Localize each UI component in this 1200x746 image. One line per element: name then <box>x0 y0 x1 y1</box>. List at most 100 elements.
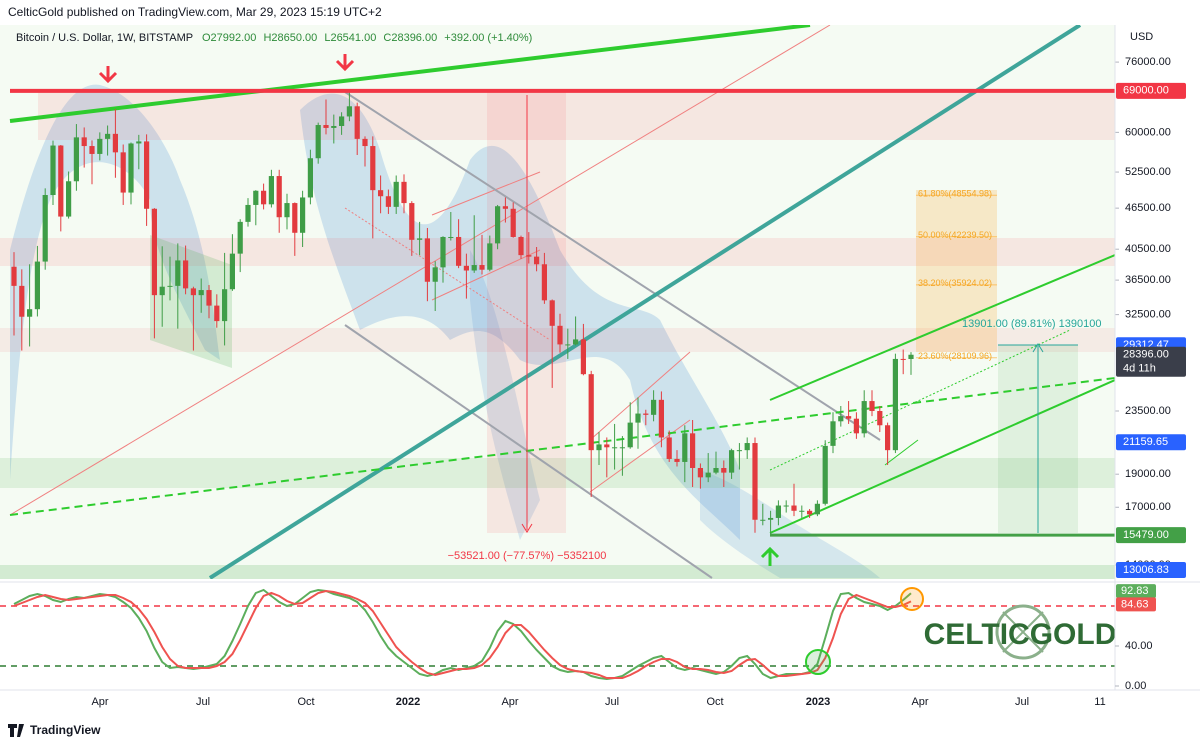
candle-body <box>323 125 329 128</box>
x-tick-label: Apr <box>501 696 518 708</box>
candle-body <box>159 286 165 296</box>
price-tag-label: 69000.00 <box>1123 85 1169 97</box>
candle-body <box>144 141 150 209</box>
candle-body <box>799 510 805 512</box>
candle-body <box>362 138 368 147</box>
osc-tag <box>1116 597 1156 612</box>
change: +392.00 (+1.40%) <box>444 32 532 44</box>
candle-body <box>385 196 391 207</box>
osc-tick-label: 40.00 <box>1125 640 1153 652</box>
y-tick-label: 46500.00 <box>1125 202 1171 214</box>
channel-line <box>769 254 1115 401</box>
footer-brand: TradingView <box>30 723 101 737</box>
candle-body <box>557 325 563 345</box>
x-tick-label: Oct <box>706 696 723 708</box>
candle-body <box>284 203 290 218</box>
candle-body <box>830 421 836 446</box>
candle-body <box>713 468 719 473</box>
candle-body <box>120 152 126 193</box>
price-tag <box>1116 527 1186 544</box>
candle-body <box>354 106 360 139</box>
down-arrow <box>335 54 355 72</box>
watermark: CELTICGOLD <box>924 618 1117 651</box>
y-tick-label: 52500.00 <box>1125 166 1171 178</box>
candle-body <box>206 290 212 306</box>
fib-label: 61.80%(48554.98) <box>918 189 992 199</box>
candle-body <box>167 285 173 287</box>
candle-body <box>807 510 813 515</box>
candle-body <box>814 503 820 515</box>
y-tick-label: 76000.00 <box>1125 56 1171 68</box>
cloud <box>470 250 540 540</box>
candle-body <box>261 190 267 205</box>
y-tick-label: 19000.00 <box>1125 468 1171 480</box>
candle-body <box>619 447 625 449</box>
osc-tag <box>1116 584 1156 599</box>
oscillator <box>0 588 1115 681</box>
candle-body <box>81 137 87 147</box>
candle-body <box>393 181 399 207</box>
candle-body <box>744 443 750 451</box>
measure-arrow <box>1032 343 1044 353</box>
candle-body <box>565 344 571 346</box>
candle-body <box>612 447 618 449</box>
fib-label: 50.00%(42239.50) <box>918 230 992 240</box>
down-arrow <box>98 66 118 84</box>
symbol-legend: Bitcoin / U.S. Dollar, 1W, BITSTAMP O279… <box>16 32 532 44</box>
candle-body <box>276 176 282 218</box>
candle-body <box>479 265 485 270</box>
channel-line <box>431 171 541 216</box>
candle-body <box>198 290 204 296</box>
candle-body <box>635 413 641 423</box>
candle-body <box>573 339 579 345</box>
price-tag-note: 4d 11h <box>1123 363 1156 375</box>
candle-body <box>58 145 64 217</box>
candle-body <box>627 422 633 448</box>
price-tag-label: 15479.00 <box>1123 529 1169 541</box>
candle-body <box>401 181 407 204</box>
candle-body <box>432 267 438 282</box>
cloud <box>300 93 740 540</box>
candle-body <box>463 265 469 271</box>
candle-body <box>89 146 95 154</box>
candle-body <box>456 236 462 266</box>
price-tag <box>1116 434 1186 451</box>
candle-body <box>424 238 430 282</box>
candle-body <box>315 125 321 159</box>
candle-body <box>674 458 680 462</box>
candle-body <box>66 181 72 217</box>
candle-body <box>729 450 735 473</box>
candle-body <box>73 137 79 182</box>
candles <box>11 90 914 535</box>
candle-body <box>268 176 274 205</box>
candle-body <box>518 236 524 256</box>
candle-body <box>791 505 797 511</box>
trend-line <box>208 25 1082 579</box>
candle-body <box>580 339 586 375</box>
highlight-circle <box>805 649 831 675</box>
candle-body <box>105 133 111 139</box>
candle-body <box>697 468 703 478</box>
candle-body <box>908 354 914 360</box>
candle-body <box>183 260 189 289</box>
candle-body <box>292 203 298 233</box>
candle-body <box>136 141 142 144</box>
trend-line <box>9 25 831 516</box>
trend-line <box>9 377 1115 516</box>
candle-body <box>752 443 758 520</box>
candle-body <box>721 468 727 473</box>
candle-body <box>651 399 657 415</box>
candle-body <box>440 236 446 268</box>
candle-body <box>346 106 352 117</box>
overlay: 14000.0017000.0019000.0023500.0032500.00… <box>10 56 1186 578</box>
candle-body <box>229 253 235 290</box>
price-tag <box>1116 346 1186 377</box>
footer-logo <box>8 724 24 737</box>
candle-body <box>526 255 532 257</box>
pane-bg <box>0 25 1115 579</box>
candle-body <box>417 238 423 240</box>
y-tick-label: 36500.00 <box>1125 274 1171 286</box>
candle-body <box>760 519 766 521</box>
candle-body <box>861 401 867 434</box>
